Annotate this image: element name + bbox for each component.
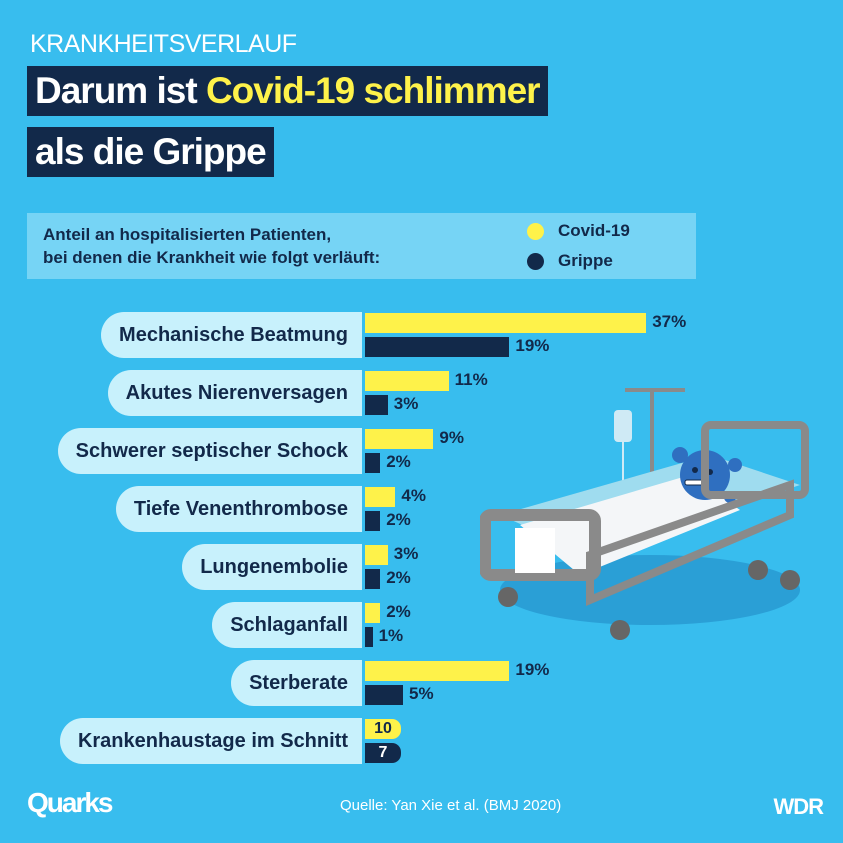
category-label: Schlaganfall <box>212 602 362 648</box>
covid-dot-icon <box>527 222 544 240</box>
covid-bar <box>365 371 449 391</box>
legend-box: Anteil an hospitalisierten Patienten, bei… <box>27 213 696 279</box>
wdr-logo: WDR <box>773 794 824 819</box>
grippe-bar <box>365 627 373 647</box>
grippe-bar <box>365 337 510 357</box>
subtitle-line: Anteil an hospitalisierten Patienten, <box>43 225 332 244</box>
covid-bar <box>365 429 434 449</box>
covid-bar <box>365 545 388 565</box>
category-label: Sterberate <box>231 660 362 706</box>
grippe-bar <box>365 453 381 473</box>
legend-label: Covid-19 <box>558 221 630 240</box>
legend-label: Grippe <box>558 251 613 270</box>
title-highlight: Covid-19 schlimmer <box>205 70 541 111</box>
grippe-value-label: 2% <box>386 510 411 529</box>
kicker: KRANKHEITSVERLAUF <box>30 30 297 58</box>
covid-value-label: 2% <box>386 602 411 621</box>
hospital-bed-illustration <box>480 388 809 640</box>
quarks-logo: Quarks <box>27 787 113 818</box>
covid-value-label: 3% <box>393 544 419 563</box>
covid-value-label: 19% <box>515 660 550 679</box>
covid-bar <box>365 313 647 333</box>
grippe-bar <box>365 511 381 531</box>
grippe-value-label: 5% <box>409 684 434 703</box>
covid-bar <box>365 603 381 623</box>
grippe-bar <box>365 395 388 415</box>
title-text: Darum ist <box>35 70 206 111</box>
category-label: Akutes Nierenversagen <box>107 370 362 416</box>
grippe-bar <box>365 685 403 705</box>
covid-bar <box>365 661 510 681</box>
category-label: Schwerer septischer Schock <box>57 428 362 474</box>
legend-grippe: Grippe <box>527 251 613 271</box>
grippe-value-label: 2% <box>386 452 411 471</box>
source: Quelle: Yan Xie et al. (BMJ 2020) <box>340 797 562 814</box>
grippe-dot-icon <box>527 252 544 270</box>
covid-value-label: 9% <box>439 428 464 447</box>
category-label: Lungenembolie <box>182 544 362 590</box>
grippe-days-badge: 7 <box>365 743 401 763</box>
grippe-value-label: 2% <box>386 568 411 587</box>
covid-days-badge: 10 <box>365 719 401 739</box>
category-label: Mechanische Beatmung <box>101 312 362 358</box>
category-label: Tiefe Venenthrombose <box>115 486 362 532</box>
grippe-value-label: 3% <box>393 394 419 413</box>
title-line-1: Darum ist Covid-19 schlimmer <box>27 66 548 116</box>
covid-value-label: 11% <box>454 370 488 389</box>
subtitle-line: bei denen die Krankheit wie folgt verläu… <box>43 248 381 267</box>
subtitle: Anteil an hospitalisierten Patienten, bei… <box>43 223 380 269</box>
grippe-bar <box>365 569 381 589</box>
category-label: Krankenhaustage im Schnitt <box>59 718 362 764</box>
legend-covid: Covid-19 <box>527 221 630 241</box>
covid-value-label: 37% <box>652 312 687 331</box>
title-line-2: als die Grippe <box>27 127 274 177</box>
grippe-value-label: 19% <box>515 336 550 355</box>
covid-value-label: 4% <box>401 486 426 505</box>
covid-bar <box>365 487 396 507</box>
grippe-value-label: 1% <box>378 626 404 645</box>
